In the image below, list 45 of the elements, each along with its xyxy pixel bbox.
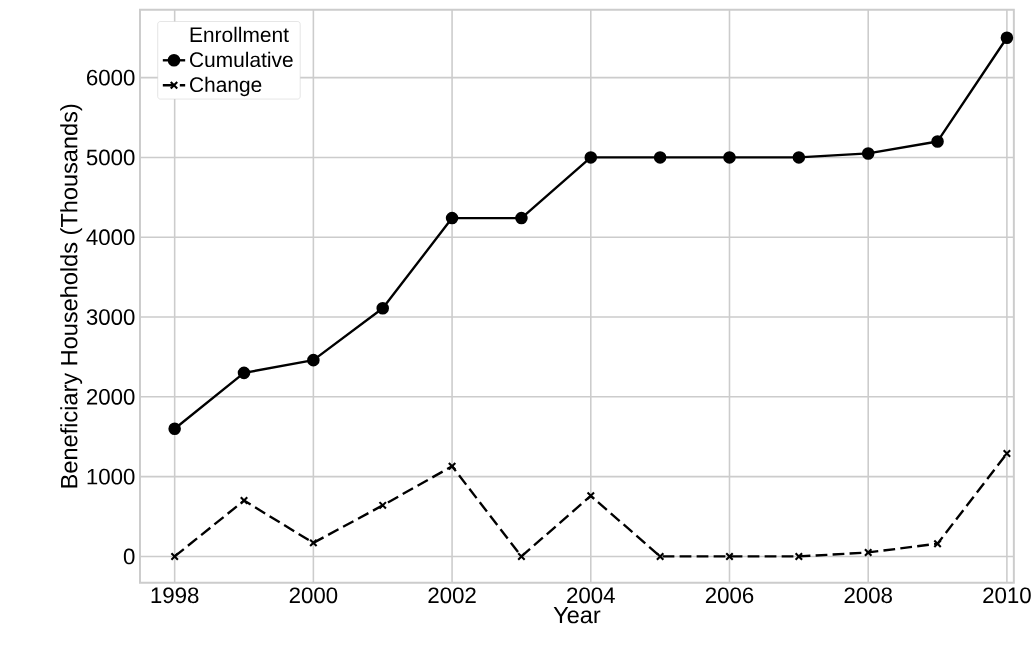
y-tick-label: 1000 bbox=[87, 468, 135, 485]
point bbox=[723, 151, 736, 164]
x-tick-label: 2004 bbox=[567, 587, 615, 604]
legend-title: Enrollment bbox=[190, 26, 289, 43]
x-tick-label: 2000 bbox=[289, 587, 338, 604]
x-tick-label: 2008 bbox=[844, 587, 892, 604]
point bbox=[309, 538, 318, 548]
legend-label: Cumulative bbox=[190, 51, 293, 68]
point bbox=[378, 501, 388, 510]
point bbox=[794, 552, 804, 561]
point bbox=[1000, 31, 1014, 44]
y-tick-label: 5000 bbox=[86, 149, 135, 166]
point bbox=[445, 211, 459, 225]
y-axis-title: Beneficiary Households (Thousands) bbox=[60, 104, 83, 488]
x-axis-title: Year bbox=[553, 606, 601, 624]
point bbox=[170, 552, 179, 561]
point bbox=[861, 147, 875, 160]
point bbox=[792, 151, 806, 164]
point bbox=[447, 461, 457, 471]
y-tick-label: 0 bbox=[123, 548, 135, 565]
point bbox=[586, 491, 596, 500]
x-tick-label: 2002 bbox=[428, 587, 476, 604]
y-tick-label: 3000 bbox=[86, 309, 135, 325]
point bbox=[653, 151, 667, 164]
point bbox=[863, 548, 873, 557]
x-tick-label: 2006 bbox=[705, 587, 754, 604]
y-tick-label: 2000 bbox=[87, 388, 135, 405]
point bbox=[655, 552, 665, 561]
point bbox=[237, 366, 251, 380]
x-tick-label: 1998 bbox=[151, 587, 199, 604]
point bbox=[1002, 449, 1012, 458]
legend-label: Change bbox=[190, 76, 262, 97]
x-tick-label: 2010 bbox=[983, 587, 1031, 604]
point bbox=[931, 135, 944, 148]
point bbox=[515, 211, 528, 225]
point bbox=[517, 552, 526, 561]
point bbox=[168, 422, 181, 435]
point bbox=[307, 353, 320, 367]
y-tick-label: 4000 bbox=[86, 229, 135, 246]
point bbox=[725, 552, 734, 561]
point bbox=[239, 496, 249, 505]
point bbox=[584, 151, 598, 164]
point bbox=[376, 301, 389, 315]
point bbox=[933, 539, 942, 548]
y-tick-label: 6000 bbox=[87, 69, 135, 86]
